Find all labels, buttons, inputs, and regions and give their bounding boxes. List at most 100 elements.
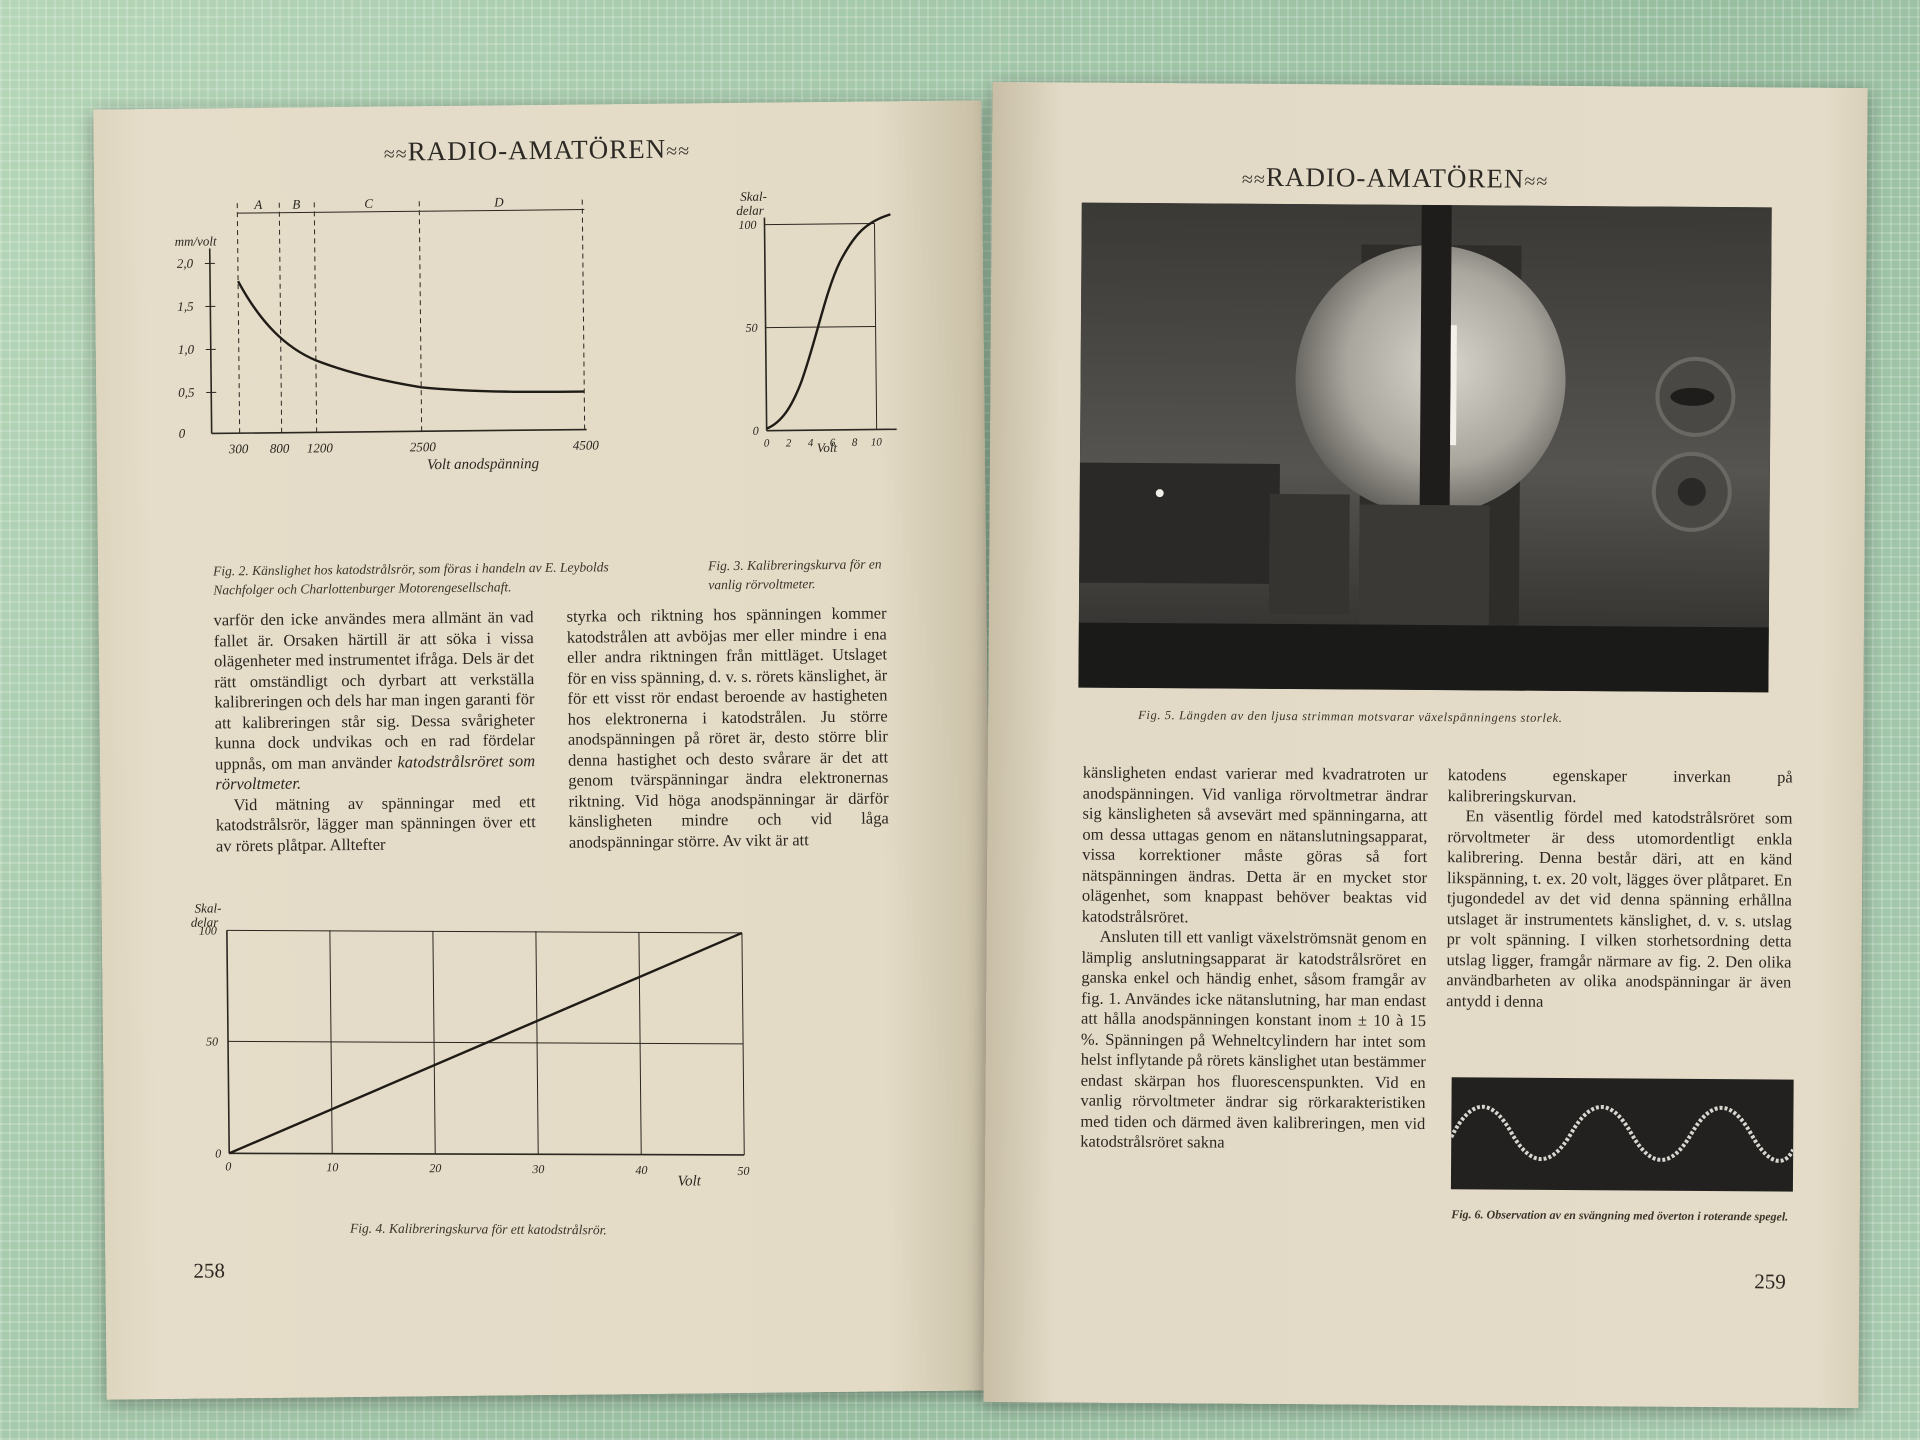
fig4-gridline: [638, 932, 642, 1156]
fig2-dash-2500: [418, 201, 423, 432]
masthead-wave-icon: ≈≈: [1241, 168, 1266, 191]
fig3-y-axis: [763, 217, 768, 431]
masthead-wave-icon: ≈≈: [666, 140, 691, 163]
page-number-left: 258: [193, 1258, 226, 1283]
fig2-dash-300: [236, 203, 241, 434]
fig3-ytick: 50: [746, 321, 758, 335]
fig3-ylabel: delar: [736, 203, 765, 218]
left-page-column-2: styrka och riktning hos spänningen komme…: [567, 603, 890, 852]
fig4-gridline: [535, 931, 539, 1155]
fig2-xtick: 800: [270, 441, 290, 456]
fig2-ytick: 1,5: [177, 299, 194, 314]
fig3-xtick: 4: [808, 437, 814, 449]
fig3-caption: Fig. 3. Kalibreringskurva för en vanlig …: [708, 556, 882, 593]
fig2-region-label: A: [253, 197, 262, 212]
fig2-xtick: 300: [228, 441, 249, 456]
fig2-chart: 0 0,5 1,0 1,5 2,0 mm/volt A B C D 300 80…: [175, 194, 600, 473]
fig4-xtick: 50: [737, 1164, 749, 1178]
paragraph: Vid mätning av spänningar med ett katods…: [215, 791, 536, 855]
fig3-xtick: 2: [786, 437, 792, 449]
fig2-ytick: 2,0: [177, 256, 194, 271]
fig3-calibration-curve: [766, 213, 891, 430]
fig2-xtick: 1200: [307, 440, 334, 455]
fig2-x-axis: [211, 428, 587, 435]
masthead-right: ≈≈RADIO-AMATÖREN≈≈: [1242, 162, 1549, 195]
fig3-xtick: 10: [871, 436, 883, 448]
paragraph: Ansluten till ett vanligt växelströmsnät…: [1080, 926, 1427, 1152]
fig2-region-label: B: [292, 197, 300, 212]
fig4-gridline: [329, 930, 333, 1155]
fig2-dash-4500: [581, 199, 586, 430]
page-number-right: 259: [1754, 1269, 1786, 1294]
masthead-title: RADIO-AMATÖREN: [1265, 161, 1525, 194]
fig4-xtick: 30: [531, 1162, 544, 1176]
fig3-gridline-50: [765, 326, 876, 329]
fig3-chart: Skal- delar 100 50 0 0 2 4 6 8 10 Volt: [736, 189, 897, 453]
fig4-gridline: [741, 932, 745, 1155]
fig4-gridline-100: [226, 929, 742, 934]
fig4-ytick: 0: [215, 1146, 221, 1160]
light-strip: [1450, 325, 1457, 446]
fig2-ytick: 0,5: [178, 385, 195, 400]
paragraph: styrka och riktning hos spänningen komme…: [566, 603, 889, 852]
fig2-ylabel: mm/volt: [175, 233, 217, 248]
fig4-ytick: 50: [206, 1034, 218, 1048]
fig3-ytick: 0: [753, 424, 759, 438]
fig4-xlabel: Volt: [677, 1173, 701, 1189]
fig2-region-label: D: [493, 194, 504, 209]
fig2-y-axis: [208, 248, 213, 434]
fig4-calibration-line: [228, 931, 743, 1155]
fig3-gridline-100: [764, 223, 875, 226]
masthead-left: ≈≈RADIO-AMATÖREN≈≈: [384, 133, 691, 167]
fig3-gridline-10: [874, 223, 878, 430]
fig4-ylabel: delar: [191, 914, 220, 929]
fig5-photo: [1078, 202, 1772, 693]
paragraph: varför den icke användes mera allmänt än…: [214, 607, 536, 795]
paragraph: känsligheten endast varierar med kvadrat…: [1081, 762, 1428, 926]
fig4-xtick: 20: [429, 1161, 441, 1175]
fig3-ylabel: Skal-: [740, 189, 767, 204]
right-page-column-1: känsligheten endast varierar med kvadrat…: [1080, 763, 1428, 1155]
fig2-dash-1200: [313, 202, 318, 433]
waveform-trace: [1450, 1104, 1794, 1163]
paragraph: katodens egenskaper inverkan på kalibrer…: [1447, 765, 1793, 806]
fig2-ytick: 1,0: [178, 342, 195, 357]
fig2-caption: Fig. 2. Känslighet hos katodstrålsrör, s…: [213, 559, 609, 598]
right-page-column-2: katodens egenskaper inverkan på kalibrer…: [1446, 765, 1793, 1013]
fig4-chart: Skal- delar 100 50 0 0 10 20 30 40 50 Vo…: [191, 900, 750, 1189]
fig4-xtick: 0: [225, 1159, 231, 1173]
fig3-xtick: 0: [764, 438, 770, 450]
fig2-sensitivity-curve: [237, 280, 585, 394]
masthead-wave-icon: ≈≈: [383, 143, 408, 166]
fig3-ytick: 100: [738, 218, 756, 232]
fig6-caption: Fig. 6. Observation av en svängning med …: [1451, 1207, 1789, 1224]
fig3-x-axis: [766, 428, 897, 432]
fig3-xtick: 8: [852, 437, 858, 449]
masthead-wave-icon: ≈≈: [1524, 170, 1549, 193]
left-page-column-1: varför den icke användes mera allmänt än…: [214, 607, 537, 856]
fig2-dash-800: [278, 202, 283, 433]
fig5-caption: Fig. 5. Längden av den ljusa strimman mo…: [1138, 707, 1563, 725]
fig2-xtick: 2500: [410, 439, 437, 454]
paragraph: En väsentlig fördel med katodstrålsröret…: [1446, 806, 1793, 1011]
fig2-xtick: 4500: [573, 437, 600, 452]
fig4-ylabel: Skal-: [195, 900, 222, 915]
fig3-xlabel: Volt: [817, 440, 838, 453]
right-page: ≈≈RADIO-AMATÖREN≈≈: [983, 81, 1868, 1409]
fig4-ytick: 100: [199, 923, 217, 937]
fig2-region-line: [237, 209, 585, 214]
fig3-xtick: 6: [830, 437, 836, 449]
fig2-ytick: 0: [179, 426, 186, 441]
masthead-title: RADIO-AMATÖREN: [407, 133, 667, 167]
fig4-xtick: 10: [326, 1160, 338, 1174]
paragraph-text: varför den icke användes mera allmänt än…: [213, 607, 535, 773]
fig4-gridline: [432, 931, 436, 1155]
fig6-waveform-drawing: [1450, 1104, 1794, 1163]
fig5-photo-drawing: [1078, 202, 1772, 693]
fig2-region-label: C: [364, 196, 373, 211]
fig2-xlabel: Volt anodspänning: [427, 456, 540, 473]
fig6-photo: [1450, 1077, 1794, 1192]
left-page: ≈≈RADIO-AMATÖREN≈≈ 0 0,5 1,0 1,5 2,0 mm/…: [93, 100, 995, 1400]
fig4-x-axis: [229, 1152, 745, 1156]
fig4-caption: Fig. 4. Kalibreringskurva för ett katods…: [349, 1220, 607, 1238]
